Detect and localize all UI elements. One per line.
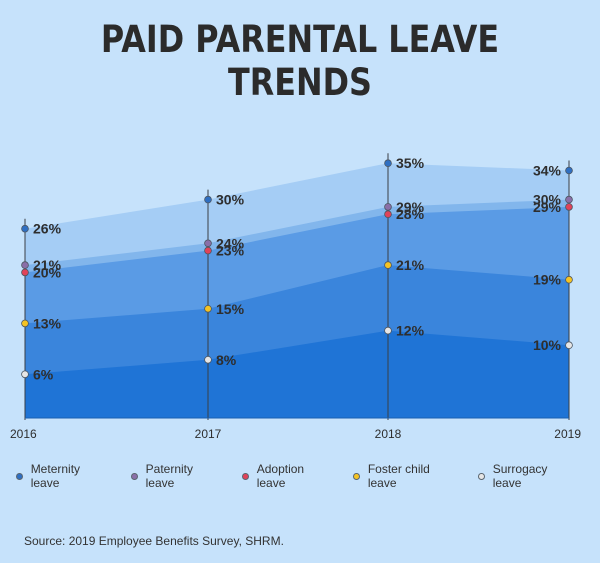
data-label: 34% xyxy=(533,163,562,179)
data-point xyxy=(565,341,573,350)
data-label: 21% xyxy=(396,257,425,273)
legend-marker xyxy=(16,472,23,480)
data-point xyxy=(204,195,212,204)
data-point xyxy=(21,370,29,379)
data-label: 15% xyxy=(216,301,245,317)
data-label: 8% xyxy=(216,352,237,368)
legend-item-surrogacy: Surrogacy leave xyxy=(478,462,574,490)
data-point xyxy=(204,355,212,364)
data-label: 12% xyxy=(396,323,425,339)
data-label: 20% xyxy=(33,264,62,280)
legend-marker xyxy=(478,472,485,480)
legend-label: Adoption leave xyxy=(256,462,305,490)
data-point xyxy=(21,224,29,233)
x-tick-label: 2018 xyxy=(375,427,402,441)
data-point xyxy=(565,203,573,211)
legend-item-foster: Foster child leave xyxy=(353,462,456,490)
legend-item-maternity: Meternity leave xyxy=(16,462,107,490)
data-label: 23% xyxy=(216,243,245,259)
data-label: 29% xyxy=(533,199,562,215)
data-label: 35% xyxy=(396,155,425,171)
data-point xyxy=(565,275,573,284)
data-point xyxy=(565,166,573,175)
data-label: 19% xyxy=(533,272,562,288)
legend-label: Meternity leave xyxy=(30,462,81,490)
data-label: 21% xyxy=(33,257,62,273)
data-label: 28% xyxy=(396,206,425,222)
x-tick-label: 2019 xyxy=(554,427,581,441)
data-label: 13% xyxy=(33,315,62,331)
chart-title: PAID PARENTAL LEAVE TRENDS xyxy=(100,18,500,104)
data-point xyxy=(21,268,29,277)
legend-label: Surrogacy leave xyxy=(492,462,548,490)
data-label: 30% xyxy=(216,192,245,208)
legend: Meternity leave Paternity leave Adoption… xyxy=(16,462,596,490)
source-note: Source: 2019 Employee Benefits Survey, S… xyxy=(24,534,284,548)
data-point xyxy=(565,195,573,204)
data-label: 29% xyxy=(396,199,425,215)
data-label: 24% xyxy=(216,235,245,251)
legend-label: Foster child leave xyxy=(367,462,430,490)
data-point xyxy=(384,203,392,211)
data-label: 26% xyxy=(33,221,62,237)
data-point xyxy=(384,159,392,168)
legend-marker xyxy=(353,472,360,480)
data-point xyxy=(204,246,212,255)
data-point xyxy=(21,319,29,328)
data-point xyxy=(384,210,392,219)
x-tick-label: 2016 xyxy=(10,427,37,441)
data-point xyxy=(384,326,392,335)
data-point xyxy=(204,304,212,313)
x-tick-label: 2017 xyxy=(195,427,222,441)
data-label: 10% xyxy=(533,337,562,353)
legend-marker xyxy=(242,472,249,480)
legend-marker xyxy=(130,472,138,480)
data-label: 6% xyxy=(33,366,54,382)
area-surrogacy-leave xyxy=(25,330,569,418)
data-point xyxy=(21,261,29,269)
data-point xyxy=(204,239,212,248)
data-point xyxy=(384,261,392,269)
legend-item-adoption: Adoption leave xyxy=(242,462,331,490)
data-label: 30% xyxy=(533,192,562,208)
legend-item-paternity: Paternity leave xyxy=(130,462,220,490)
legend-label: Paternity leave xyxy=(145,462,193,490)
